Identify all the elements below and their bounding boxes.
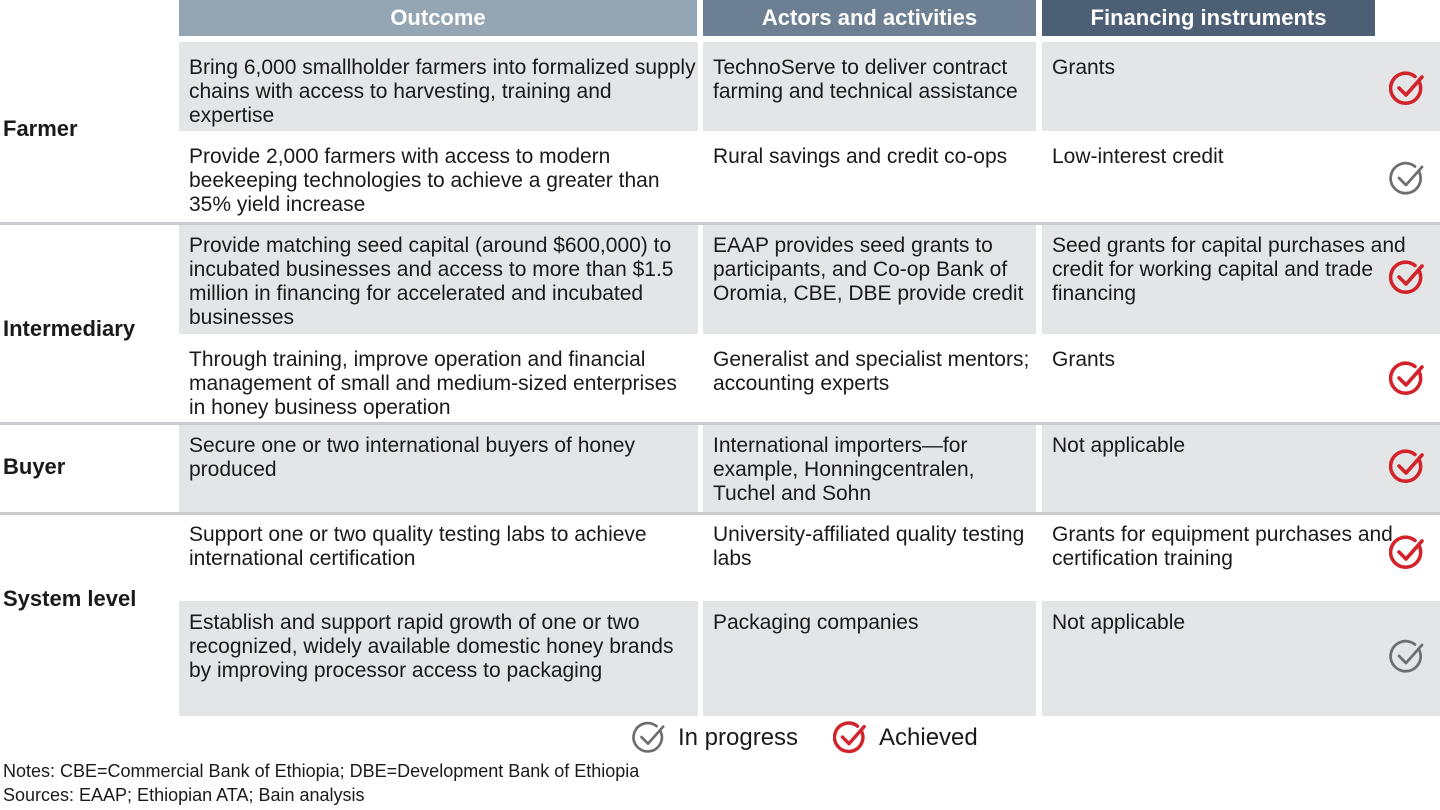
- header-outcome: Outcome: [179, 0, 697, 36]
- notes-text: Notes: CBE=Commercial Bank of Ethiopia; …: [3, 761, 640, 781]
- table-cell-outcome: Bring 6,000 smallholder farmers into for…: [179, 42, 698, 133]
- achieved-check-icon: [1389, 71, 1424, 106]
- table-cell-outcome: Provide matching seed capital (around $6…: [179, 225, 698, 336]
- table-cell-outcome: Through training, improve operation and …: [179, 334, 698, 422]
- legend-achieved-label: Achieved: [879, 724, 978, 751]
- table-cell-actors: TechnoServe to deliver contract farming …: [703, 42, 1036, 133]
- group-label-farmer: Farmer: [3, 116, 78, 141]
- achieved-check-icon: [833, 721, 866, 754]
- table-cell-outcome: Secure one or two international buyers o…: [179, 425, 698, 512]
- table-cell-financing: Grants for equipment purchases and certi…: [1042, 515, 1440, 600]
- header-actors: Actors and activities: [703, 0, 1036, 36]
- group-divider: [0, 422, 1440, 425]
- group-label-system-level: System level: [3, 586, 137, 611]
- group-label-buyer: Buyer: [3, 454, 66, 479]
- in-progress-check-icon: [1389, 639, 1424, 673]
- table-cell-financing: Grants: [1042, 334, 1440, 422]
- table-cell-financing: Seed grants for capital purchases and cr…: [1042, 225, 1440, 336]
- table-cell-actors: EAAP provides seed grants to participant…: [703, 225, 1036, 336]
- group-divider: [0, 222, 1440, 225]
- in-progress-check-icon: [1389, 161, 1424, 195]
- table-cell-actors: University-affiliated quality testing la…: [703, 515, 1036, 600]
- group-label-intermediary: Intermediary: [3, 316, 136, 341]
- in-progress-check-icon: [632, 721, 665, 753]
- table-cell-outcome: Provide 2,000 farmers with access to mod…: [179, 131, 698, 221]
- table-cell-actors: International importers—for example, Hon…: [703, 425, 1036, 512]
- achieved-check-icon: [1389, 260, 1424, 295]
- table-cell-outcome: Establish and support rapid growth of on…: [179, 601, 698, 716]
- legend-in-progress-label: In progress: [678, 724, 799, 751]
- group-divider: [0, 512, 1440, 515]
- header-financing: Financing instruments: [1042, 0, 1375, 36]
- table-cell-financing: Not applicable: [1042, 601, 1440, 716]
- table-cell-outcome: Support one or two quality testing labs …: [179, 515, 698, 600]
- table-cell-financing: Not applicable: [1042, 425, 1440, 512]
- table-cell-financing: Low-interest credit: [1042, 131, 1440, 221]
- table-cell-financing: Grants: [1042, 42, 1440, 133]
- sources-text: Sources: EAAP; Ethiopian ATA; Bain analy…: [3, 785, 365, 805]
- achieved-check-icon: [1389, 361, 1424, 396]
- table-cell-actors: Rural savings and credit co-ops: [703, 131, 1036, 221]
- table-cell-actors: Generalist and specialist mentors; accou…: [703, 334, 1036, 422]
- table-cell-actors: Packaging companies: [703, 601, 1036, 716]
- achieved-check-icon: [1389, 535, 1424, 570]
- achieved-check-icon: [1389, 449, 1424, 484]
